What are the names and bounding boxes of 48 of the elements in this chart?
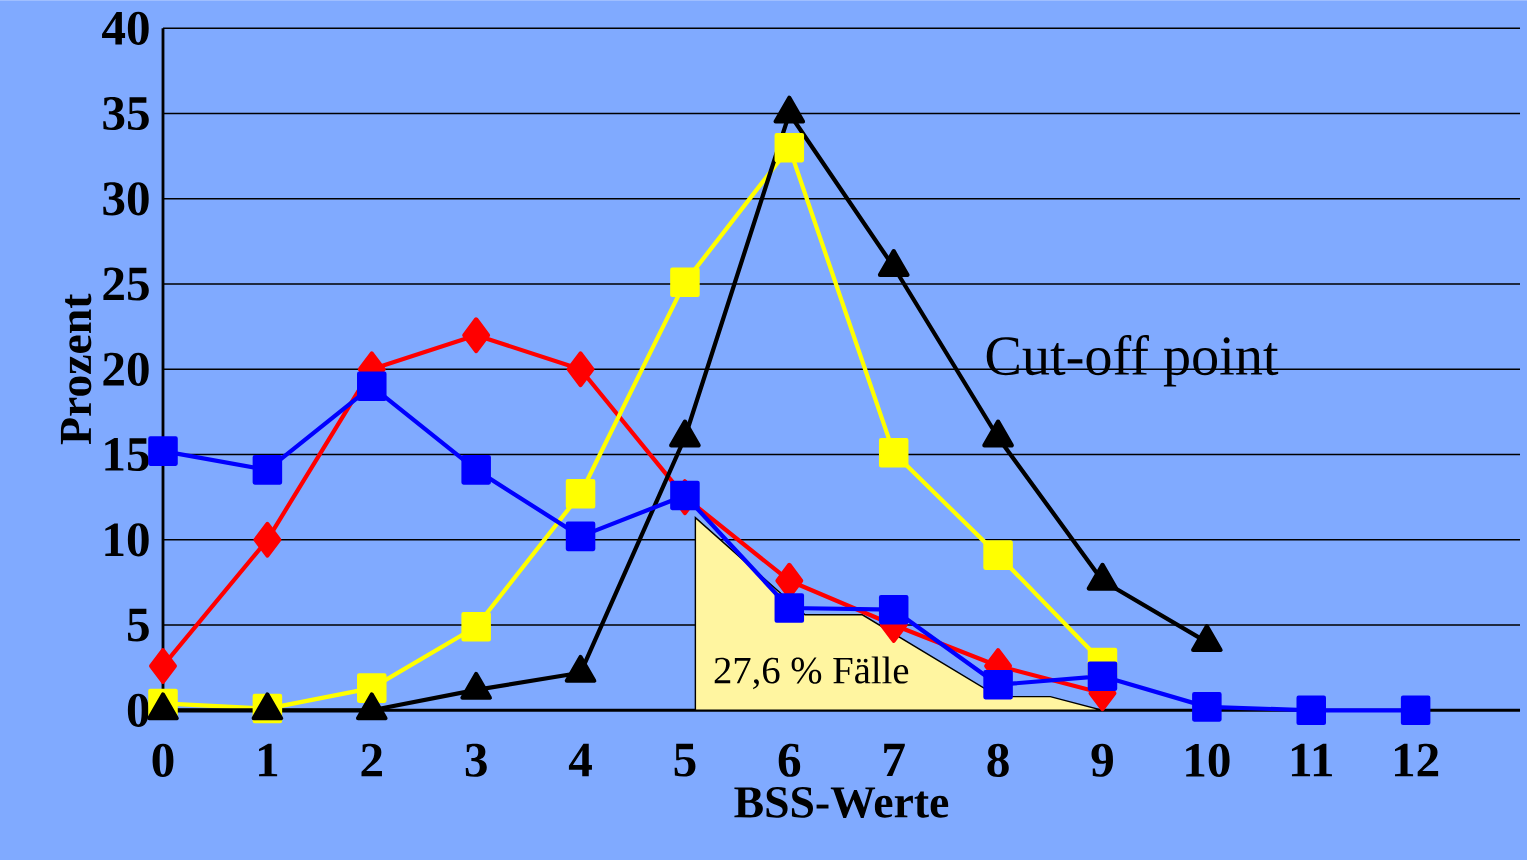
y-axis-title: Prozent [60, 293, 92, 445]
x-tick-label: 3 [465, 743, 487, 777]
point [670, 267, 700, 297]
point [253, 521, 282, 558]
point [357, 371, 387, 401]
x-tick-label: 10 [1186, 743, 1230, 777]
y-tick-label: 40 [102, 11, 149, 45]
point [878, 437, 909, 468]
point [461, 454, 491, 485]
point [1192, 691, 1222, 722]
point [878, 594, 909, 625]
point [1296, 695, 1326, 725]
x-tick-label: 6 [778, 743, 801, 777]
point [565, 478, 596, 509]
y-tick-label: 15 [105, 437, 149, 471]
y-tick-label: 25 [103, 267, 149, 301]
x-tick-label: 4 [568, 743, 592, 777]
x-tick-label: 9 [1091, 743, 1113, 777]
point [1087, 661, 1118, 691]
y-tick-label: 5 [127, 608, 149, 642]
point [149, 647, 177, 684]
point [983, 669, 1013, 700]
x-tick-label: 0 [152, 743, 174, 777]
x-tick-label: 12 [1395, 743, 1439, 777]
point [461, 611, 491, 642]
x-tick-label: 7 [884, 743, 905, 776]
y-tick-label: 30 [103, 182, 149, 216]
x-tick-label: 8 [987, 743, 1009, 777]
point [670, 480, 700, 511]
point [148, 436, 178, 466]
point [1400, 695, 1431, 725]
x-tick-label: 11 [1291, 743, 1332, 777]
x-tick-label: 5 [674, 743, 696, 777]
annotation: 27,6 % Fälle [714, 656, 909, 690]
point [774, 132, 805, 163]
point [357, 673, 387, 703]
point [566, 351, 595, 388]
point [252, 454, 283, 485]
x-tick-label: 1 [259, 743, 278, 777]
x-tick-label: 2 [361, 743, 382, 777]
y-tick-label: 10 [105, 523, 149, 557]
point [462, 317, 491, 353]
y-tick-label: 35 [103, 96, 149, 130]
point [983, 540, 1013, 570]
point [565, 521, 596, 552]
x-axis-title: BSS-Werte [734, 786, 949, 818]
y-tick-label: 20 [103, 352, 149, 386]
point [774, 593, 805, 623]
